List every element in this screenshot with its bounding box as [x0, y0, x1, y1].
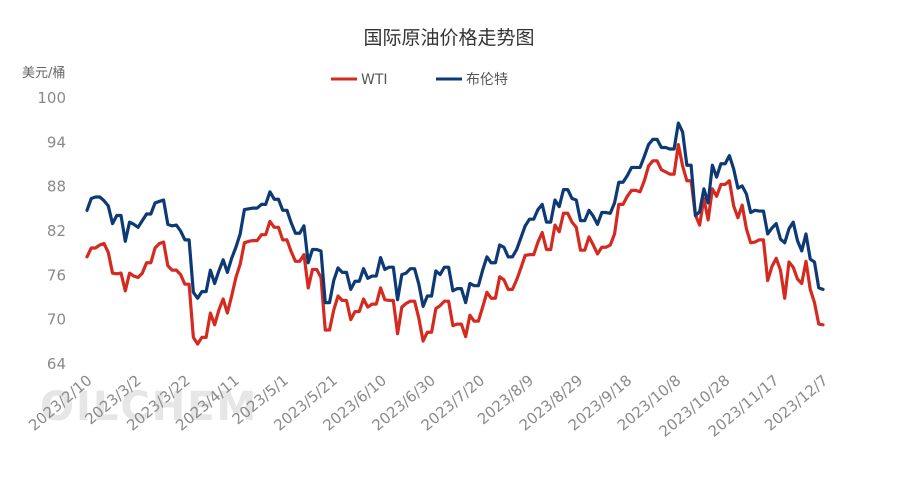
y-tick-label: 76 [47, 266, 66, 284]
series-line-wti [85, 142, 825, 346]
legend: WTI 布伦特 [331, 72, 508, 88]
series-layer [85, 121, 825, 346]
y-tick-label: 64 [47, 355, 66, 373]
legend-label-wti: WTI [361, 72, 388, 88]
legend-label-brent: 布伦特 [466, 72, 508, 88]
legend-item-brent[interactable]: 布伦特 [436, 72, 508, 88]
legend-item-wti[interactable]: WTI [331, 72, 388, 88]
y-axis-unit: 美元/桶 [22, 66, 65, 81]
y-tick-label: 70 [47, 311, 66, 329]
y-axis: 64 70 76 82 88 94 100 [37, 89, 66, 373]
series-line-brent [85, 121, 825, 308]
watermark: OILCHEM [40, 384, 258, 430]
y-tick-label: 82 [47, 222, 66, 240]
x-axis: 2023/2/102023/3/22023/3/222023/4/112023/… [25, 371, 831, 440]
y-tick-label: 88 [47, 178, 66, 196]
chart-title: 国际原油价格走势图 [363, 27, 534, 49]
y-tick-label: 100 [37, 89, 66, 107]
y-tick-label: 94 [47, 133, 66, 151]
